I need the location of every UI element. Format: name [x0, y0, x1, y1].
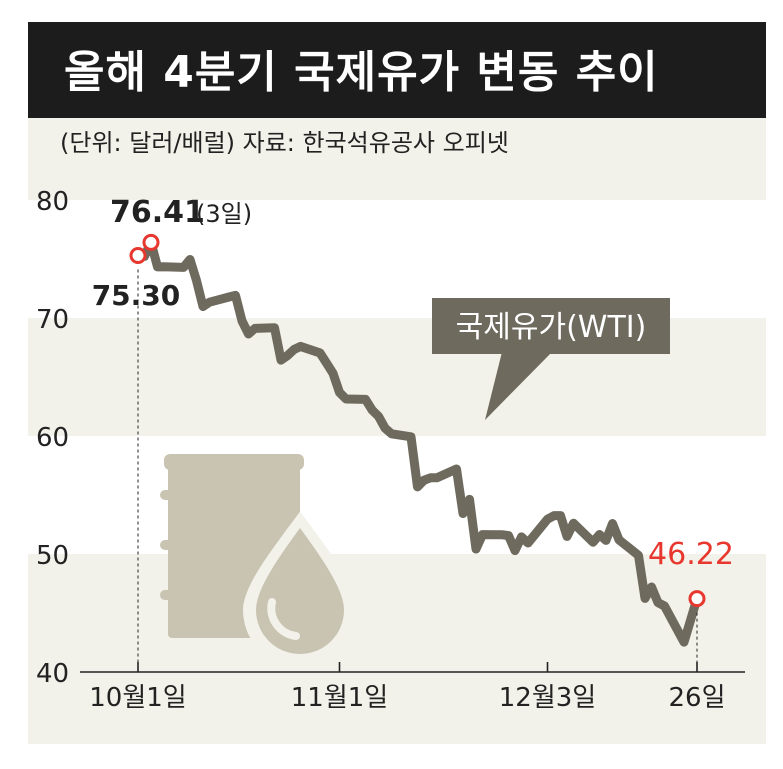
title-bar [28, 22, 766, 118]
callout-pointer [485, 352, 552, 420]
price-line-layer [133, 237, 702, 647]
y-tick-label: 60 [36, 423, 69, 453]
barrel-hoop [160, 540, 190, 550]
x-tick-label: 11월1일 [291, 683, 388, 713]
chart-frame [28, 22, 766, 744]
marker-peak [142, 233, 160, 251]
x-tick-label: 10월1일 [89, 683, 186, 713]
oil-barrel-drop-icon [160, 454, 358, 667]
series-label: 국제유가(WTI) [456, 310, 647, 345]
annotation-end-value: 46.22 [648, 537, 734, 572]
axes: 80 70 60 50 40 10월1일 11월1일 12월3일 26일 [36, 187, 745, 713]
marker-start [129, 246, 147, 264]
annotation-start-value: 75.30 [92, 279, 181, 312]
y-tick-label: 80 [36, 187, 69, 217]
y-tick-label: 40 [36, 659, 69, 689]
x-tick-label: 26일 [668, 683, 725, 713]
barrel-hoop [160, 490, 190, 500]
markers: 75.30 76.41(3일) 46.22 [92, 195, 734, 672]
x-tick-label: 12월3일 [499, 683, 596, 713]
annotation-peak-date: (3일) [196, 200, 252, 228]
annotation-peak-value: 76.41 [110, 195, 205, 230]
marker-end [688, 590, 706, 608]
chart-title: 올해 4분기 국제유가 변동 추이 [64, 47, 659, 98]
y-tick-label: 70 [36, 305, 69, 335]
series-callout: 국제유가(WTI) [432, 298, 670, 420]
chart-subtitle: (단위: 달러/배럴) 자료: 한국석유공사 오피넷 [60, 129, 509, 157]
price-line [133, 237, 702, 647]
y-tick-label: 50 [36, 541, 69, 571]
barrel-top-rim [164, 454, 304, 470]
barrel-hoop [160, 590, 190, 600]
grid-band-1 [28, 436, 766, 554]
callout-box [432, 298, 670, 354]
drop-highlight [267, 598, 300, 640]
